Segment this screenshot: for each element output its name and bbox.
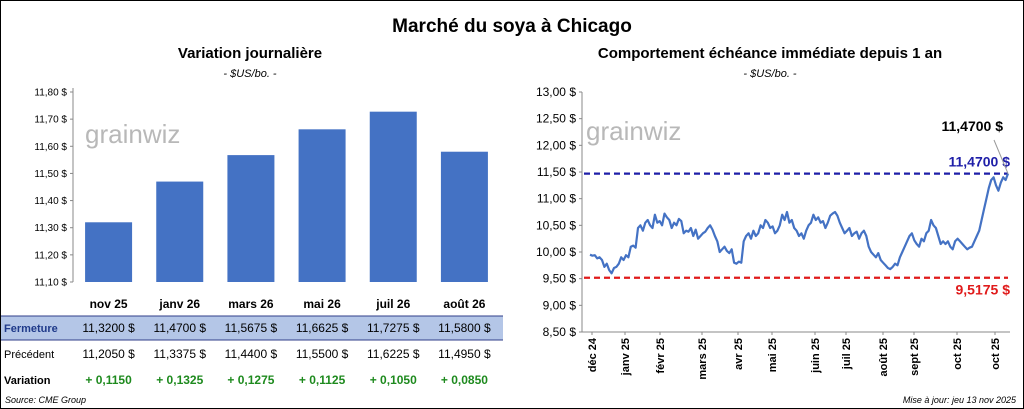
- x-tick-label: juil 25: [841, 338, 853, 370]
- y-tick-label: 9,50 $: [543, 272, 577, 286]
- table-cell: + 0,1050: [370, 373, 417, 387]
- table-cell: 11,4950 $: [438, 347, 491, 361]
- y-tick-label: 12,00 $: [536, 138, 576, 152]
- bar-nov-25: [85, 222, 133, 282]
- x-tick-label: mai 25: [767, 338, 779, 372]
- bar-mars-26: [227, 155, 275, 282]
- table-cell: 11,5675 $: [225, 321, 278, 335]
- y-tick-label: 11,40 $: [34, 196, 67, 207]
- x-tick-label: mars 25: [697, 338, 709, 380]
- x-category-label: nov 25: [90, 297, 128, 311]
- table-cell: 11,7275 $: [367, 321, 420, 335]
- left-chart-title: Variation journalière: [177, 45, 323, 62]
- y-tick-label: 11,20 $: [34, 250, 67, 261]
- table-cell: + 0,1125: [299, 373, 346, 387]
- y-tick-label: 9,00 $: [543, 298, 577, 312]
- bar-janv-26: [156, 181, 204, 282]
- y-tick-label: 11,30 $: [34, 223, 67, 234]
- reference-label-current: 11,4700 $: [948, 154, 1010, 170]
- left-chart-unit: - $US/bo. -: [223, 68, 277, 80]
- x-category-label: mars 26: [228, 297, 274, 311]
- right-chart-unit: - $US/bo. -: [743, 68, 797, 80]
- bar-août-26: [440, 151, 488, 282]
- x-tick-label: juin 25: [810, 338, 822, 374]
- table-row-label: Précédent: [4, 349, 54, 361]
- price-series-line: [589, 173, 1010, 275]
- main-title: Marché du soya à Chicago: [392, 16, 632, 37]
- x-category-label: juil 26: [375, 297, 410, 311]
- grainwiz-watermark-left: grainwiz: [85, 119, 180, 149]
- table-cell: 11,3200 $: [82, 321, 135, 335]
- y-tick-label: 10,00 $: [536, 245, 576, 259]
- x-category-label: janv 26: [158, 297, 200, 311]
- grainwiz-watermark-right: grainwiz: [586, 116, 681, 146]
- x-tick-label: août 25: [878, 338, 890, 377]
- x-tick-label: avr 25: [733, 338, 745, 370]
- x-tick-label: févr 25: [655, 338, 667, 373]
- table-row-label: Fermeture: [4, 323, 58, 335]
- table-cell: + 0,1325: [156, 373, 203, 387]
- table-cell: 11,4700 $: [154, 321, 207, 335]
- y-tick-label: 11,50 $: [34, 169, 67, 180]
- y-tick-label: 10,50 $: [536, 218, 576, 232]
- x-tick-label: oct 25: [990, 338, 1002, 370]
- last-price-annotation: 11,4700 $: [941, 118, 1003, 134]
- y-tick-label: 8,50 $: [543, 325, 577, 339]
- table-cell: 11,4400 $: [225, 347, 278, 361]
- table-cell: 11,2050 $: [82, 347, 135, 361]
- annotation-leader: [993, 139, 1009, 174]
- table-cell: 11,6625 $: [296, 321, 349, 335]
- y-tick-label: 11,00 $: [537, 192, 576, 206]
- right-chart-title: Comportement échéance immédiate depuis 1…: [597, 45, 943, 62]
- y-tick-label: 12,50 $: [536, 112, 576, 126]
- source-note: Source: CME Group: [5, 395, 87, 405]
- y-tick-label: 11,10 $: [34, 278, 67, 289]
- x-category-label: mai 26: [303, 297, 341, 311]
- table-row-label: Variation: [4, 375, 51, 387]
- table-cell: + 0,1275: [227, 373, 274, 387]
- y-tick-label: 11,80 $: [34, 88, 67, 99]
- bar-mai-26: [298, 129, 346, 282]
- y-tick-label: 11,70 $: [34, 115, 67, 126]
- x-tick-label: janv 25: [620, 338, 632, 376]
- table-cell: 11,5500 $: [296, 347, 349, 361]
- table-cell: + 0,0850: [441, 373, 488, 387]
- x-category-label: août 26: [443, 297, 485, 311]
- bar-juil-26: [369, 111, 417, 282]
- table-cell: + 0,1150: [85, 373, 132, 387]
- y-tick-label: 13,00 $: [536, 85, 576, 99]
- x-tick-label: oct 25: [952, 338, 964, 370]
- reference-label-low: 9,5175 $: [956, 282, 1011, 298]
- table-cell: 11,5800 $: [438, 321, 491, 335]
- table-row-highlight: [1, 316, 503, 340]
- table-cell: 11,6225 $: [367, 347, 420, 361]
- update-note: Mise à jour: jeu 13 nov 2025: [902, 395, 1016, 405]
- table-cell: 11,3375 $: [154, 347, 207, 361]
- y-tick-label: 11,50 $: [537, 165, 576, 179]
- x-tick-label: sept 25: [909, 338, 921, 376]
- x-tick-label: déc 24: [587, 337, 599, 372]
- y-tick-label: 11,60 $: [34, 142, 67, 153]
